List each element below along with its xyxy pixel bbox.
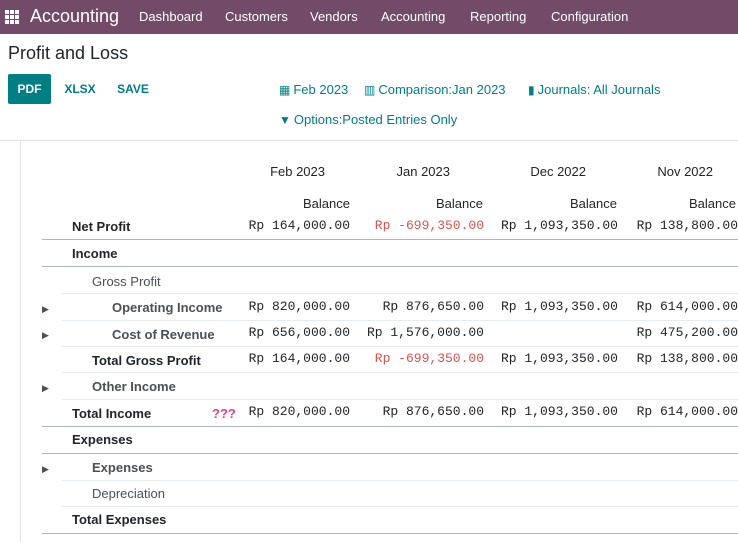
cost-of-revenue-feb[interactable]: Rp 656,000.00: [248, 325, 350, 340]
balance-header: Balance: [303, 196, 350, 211]
row-label-income: Income: [72, 246, 118, 261]
cost-of-revenue-nov[interactable]: Rp 475,200.00: [636, 325, 738, 340]
row-divider: [62, 506, 738, 507]
net-profit-nov: Rp 138,800.00: [636, 218, 738, 233]
row-divider: [62, 320, 738, 321]
app-name[interactable]: Accounting: [30, 6, 120, 26]
total-income-dec: Rp 1,093,350.00: [500, 404, 618, 419]
row-divider: [62, 372, 738, 373]
net-profit-jan: Rp -699,350.00: [374, 218, 484, 233]
operating-income-jan[interactable]: Rp 876,650.00: [382, 299, 484, 314]
balance-header: Balance: [570, 196, 617, 211]
filter-icon: ▼: [279, 113, 291, 127]
row-divider: [42, 533, 738, 534]
nav-accounting[interactable]: Accounting: [381, 9, 446, 24]
net-profit-dec: Rp 1,093,350.00: [500, 218, 618, 233]
row-divider: [42, 239, 738, 240]
bar-chart-icon: ▥: [364, 83, 376, 97]
pdf-button[interactable]: PDF: [8, 74, 51, 104]
expand-caret-icon[interactable]: ▶: [42, 383, 49, 393]
comparison-filter[interactable]: ▥ Comparison:Jan 2023: [364, 82, 506, 97]
operating-income-dec[interactable]: Rp 1,093,350.00: [500, 299, 618, 314]
column-header-jan-2023: Jan 2023: [396, 164, 451, 179]
xlsx-button[interactable]: XLSX: [64, 82, 96, 96]
nav-configuration[interactable]: Configuration: [551, 9, 629, 24]
total-gross-profit-dec: Rp 1,093,350.00: [500, 351, 618, 366]
book-icon: ▮: [528, 83, 535, 97]
expand-caret-icon[interactable]: ▶: [42, 330, 49, 340]
date-filter[interactable]: ▦ Feb 2023: [279, 82, 348, 97]
cost-of-revenue-jan[interactable]: Rp 1,576,000.00: [366, 325, 484, 340]
row-label-operating-income[interactable]: Operating Income: [112, 300, 223, 315]
row-label-cost-of-revenue[interactable]: Cost of Revenue: [112, 327, 215, 342]
nav-dashboard[interactable]: Dashboard: [139, 9, 203, 24]
total-gross-profit-jan: Rp -699,350.00: [374, 351, 484, 366]
row-divider: [62, 480, 738, 481]
expand-caret-icon[interactable]: ▶: [42, 304, 49, 314]
date-filter-label: Feb 2023: [293, 82, 349, 97]
operating-income-feb[interactable]: Rp 820,000.00: [248, 299, 350, 314]
row-label-total-expenses: Total Expenses: [72, 512, 167, 527]
calendar-icon: ▦: [279, 83, 291, 97]
save-button[interactable]: SAVE: [117, 82, 149, 96]
options-filter[interactable]: ▼ Options:Posted Entries Only: [279, 112, 457, 127]
nav-reporting[interactable]: Reporting: [470, 9, 527, 24]
row-label-net-profit: Net Profit: [72, 219, 131, 234]
balance-header: Balance: [689, 196, 736, 211]
left-border: [20, 141, 21, 542]
column-header-dec-2022: Dec 2022: [530, 164, 586, 179]
nav-vendors[interactable]: Vendors: [310, 9, 358, 24]
row-label-depreciation: Depreciation: [92, 486, 165, 501]
row-divider: [42, 453, 738, 454]
total-income-jan: Rp 876,650.00: [382, 404, 484, 419]
header-divider: [0, 140, 738, 141]
row-label-expenses-section: Expenses: [72, 432, 133, 447]
journals-filter-label: Journals: All Journals: [537, 82, 661, 97]
total-income-feb: Rp 820,000.00: [248, 404, 350, 419]
row-divider: [42, 426, 738, 427]
warning-badge[interactable]: ???: [212, 406, 236, 421]
page-title: Profit and Loss: [8, 43, 129, 63]
expand-caret-icon[interactable]: ▶: [42, 464, 49, 474]
row-label-total-gross-profit: Total Gross Profit: [92, 353, 201, 368]
row-divider: [42, 266, 738, 267]
row-divider: [62, 346, 738, 347]
column-header-nov-2022: Nov 2022: [657, 164, 713, 179]
row-label-gross-profit: Gross Profit: [92, 274, 161, 289]
total-gross-profit-feb: Rp 164,000.00: [248, 351, 350, 366]
total-gross-profit-nov: Rp 138,800.00: [636, 351, 738, 366]
row-label-expenses[interactable]: Expenses: [92, 460, 153, 475]
journals-filter[interactable]: ▮ Journals: All Journals: [528, 82, 660, 97]
row-label-total-income: Total Income: [72, 406, 152, 421]
operating-income-nov[interactable]: Rp 614,000.00: [636, 299, 738, 314]
apps-menu-icon[interactable]: [5, 10, 19, 24]
net-profit-feb: Rp 164,000.00: [248, 218, 350, 233]
row-divider: [62, 293, 738, 294]
balance-header: Balance: [436, 196, 483, 211]
comparison-filter-label: Comparison:Jan 2023: [378, 82, 506, 97]
row-label-other-income[interactable]: Other Income: [92, 379, 176, 394]
options-filter-label: Options:Posted Entries Only: [293, 112, 458, 127]
top-navbar: Accounting Dashboard Customers Vendors A…: [0, 0, 738, 34]
row-divider: [62, 399, 738, 400]
total-income-nov: Rp 614,000.00: [636, 404, 738, 419]
nav-customers[interactable]: Customers: [225, 9, 288, 24]
column-header-feb-2023: Feb 2023: [270, 164, 325, 179]
